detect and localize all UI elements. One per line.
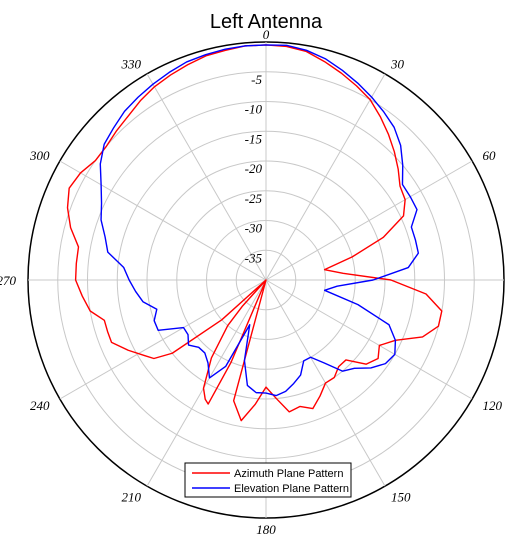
- angle-tick-label: 120: [483, 398, 503, 413]
- radial-tick-label: -30: [245, 221, 263, 236]
- angle-tick-label: 330: [121, 57, 142, 72]
- radial-labels: -5 -10 -15 -20 -25 -30 -35: [245, 72, 263, 265]
- radial-tick-label: -5: [251, 72, 262, 87]
- grid-spoke: [146, 73, 267, 281]
- radial-tick-label: -35: [245, 250, 263, 265]
- grid-spoke: [265, 279, 473, 400]
- angle-tick-label: 150: [391, 490, 411, 505]
- chart-title: Left Antenna: [210, 11, 323, 33]
- legend: Azimuth Plane Pattern Elevation Plane Pa…: [184, 462, 352, 498]
- angle-tick-label: 180: [256, 522, 276, 537]
- grid-spoke: [265, 160, 473, 281]
- grid-spoke: [59, 160, 267, 281]
- radial-tick-label: -20: [245, 161, 263, 176]
- series-line-elevation: [99, 44, 420, 397]
- legend-box: [184, 462, 352, 498]
- angle-tick-label: 210: [122, 490, 142, 505]
- angle-labels: 0306090120150180210240270300330: [0, 27, 503, 537]
- radial-tick-label: -15: [245, 131, 263, 146]
- legend-label-azimuth: Azimuth Plane Pattern: [234, 468, 343, 480]
- angle-tick-label: 270: [0, 273, 17, 288]
- radial-tick-label: -25: [245, 191, 263, 206]
- grid-spoke: [146, 279, 267, 487]
- angle-tick-label: 300: [29, 148, 50, 163]
- angle-tick-label: 60: [483, 148, 497, 163]
- radial-tick-label: -10: [245, 102, 263, 117]
- legend-label-elevation: Elevation Plane Pattern: [234, 483, 349, 495]
- angle-tick-label: 30: [390, 57, 405, 72]
- grid-spoke: [265, 73, 386, 281]
- angle-spokes: [28, 42, 504, 518]
- angle-tick-label: 240: [30, 398, 50, 413]
- angle-tick-label: 0: [263, 27, 270, 42]
- grid-spoke: [59, 279, 267, 400]
- series-line-azimuth: [66, 44, 443, 422]
- series-layer: [66, 44, 443, 422]
